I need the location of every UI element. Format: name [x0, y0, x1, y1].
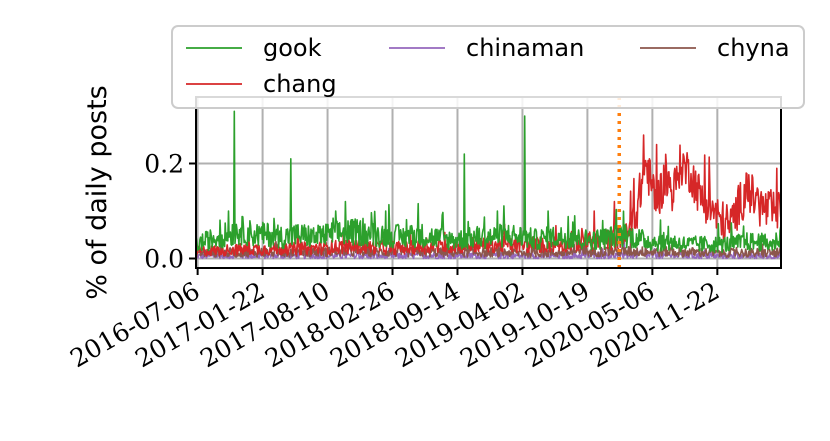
- legend-label-chinaman: chinaman: [466, 34, 584, 62]
- y-axis-label: % of daily posts: [82, 85, 113, 299]
- legend-label-chyna: chyna: [717, 34, 790, 62]
- legend: gook chinaman chyna chang: [171, 25, 805, 109]
- series-layer: [195, 110, 782, 260]
- legend-label-chang: chang: [263, 70, 337, 98]
- y-tick-label-1: 0.2: [144, 150, 184, 179]
- series-line-gook: [195, 110, 782, 254]
- series-line-chang: [195, 134, 782, 257]
- y-tick-label-0: 0.0: [144, 245, 184, 274]
- legend-box: [171, 25, 805, 109]
- y-axis: 0.0 0.2: [144, 150, 196, 274]
- legend-label-gook: gook: [263, 34, 322, 62]
- x-axis: 2016-07-062017-01-222017-08-102018-02-26…: [65, 268, 724, 373]
